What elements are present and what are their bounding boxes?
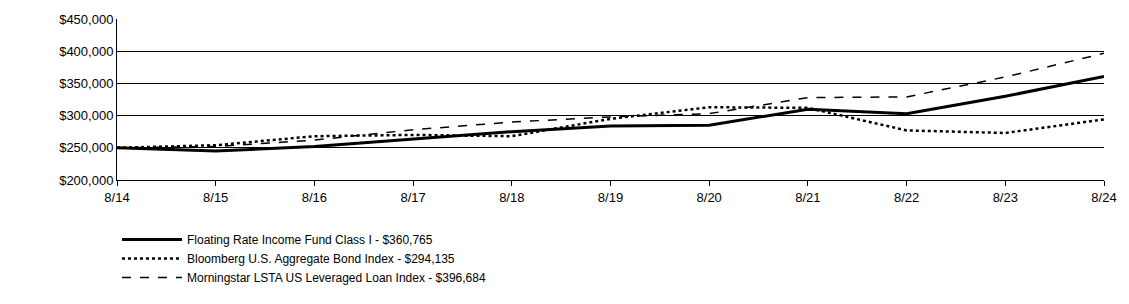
svg-text:8/17: 8/17 [400,190,425,205]
svg-text:8/21: 8/21 [795,190,820,205]
svg-text:$450,000: $450,000 [59,12,113,27]
svg-text:$200,000: $200,000 [59,173,113,188]
svg-text:8/24: 8/24 [1091,190,1116,205]
svg-text:Floating Rate Income Fund Clas: Floating Rate Income Fund Class I - $360… [187,233,433,247]
svg-text:8/18: 8/18 [499,190,524,205]
svg-text:8/15: 8/15 [203,190,228,205]
svg-text:8/23: 8/23 [993,190,1018,205]
svg-text:8/14: 8/14 [104,190,129,205]
svg-text:8/22: 8/22 [894,190,919,205]
svg-text:8/20: 8/20 [697,190,722,205]
svg-text:8/16: 8/16 [302,190,327,205]
svg-text:$400,000: $400,000 [59,44,113,59]
svg-text:$300,000: $300,000 [59,108,113,123]
svg-text:Bloomberg U.S. Aggregate Bond: Bloomberg U.S. Aggregate Bond Index - $2… [187,252,455,266]
svg-text:Morningstar LSTA US Leveraged: Morningstar LSTA US Leveraged Loan Index… [187,271,486,285]
svg-text:$250,000: $250,000 [59,140,113,155]
svg-text:$350,000: $350,000 [59,76,113,91]
svg-text:8/19: 8/19 [598,190,623,205]
